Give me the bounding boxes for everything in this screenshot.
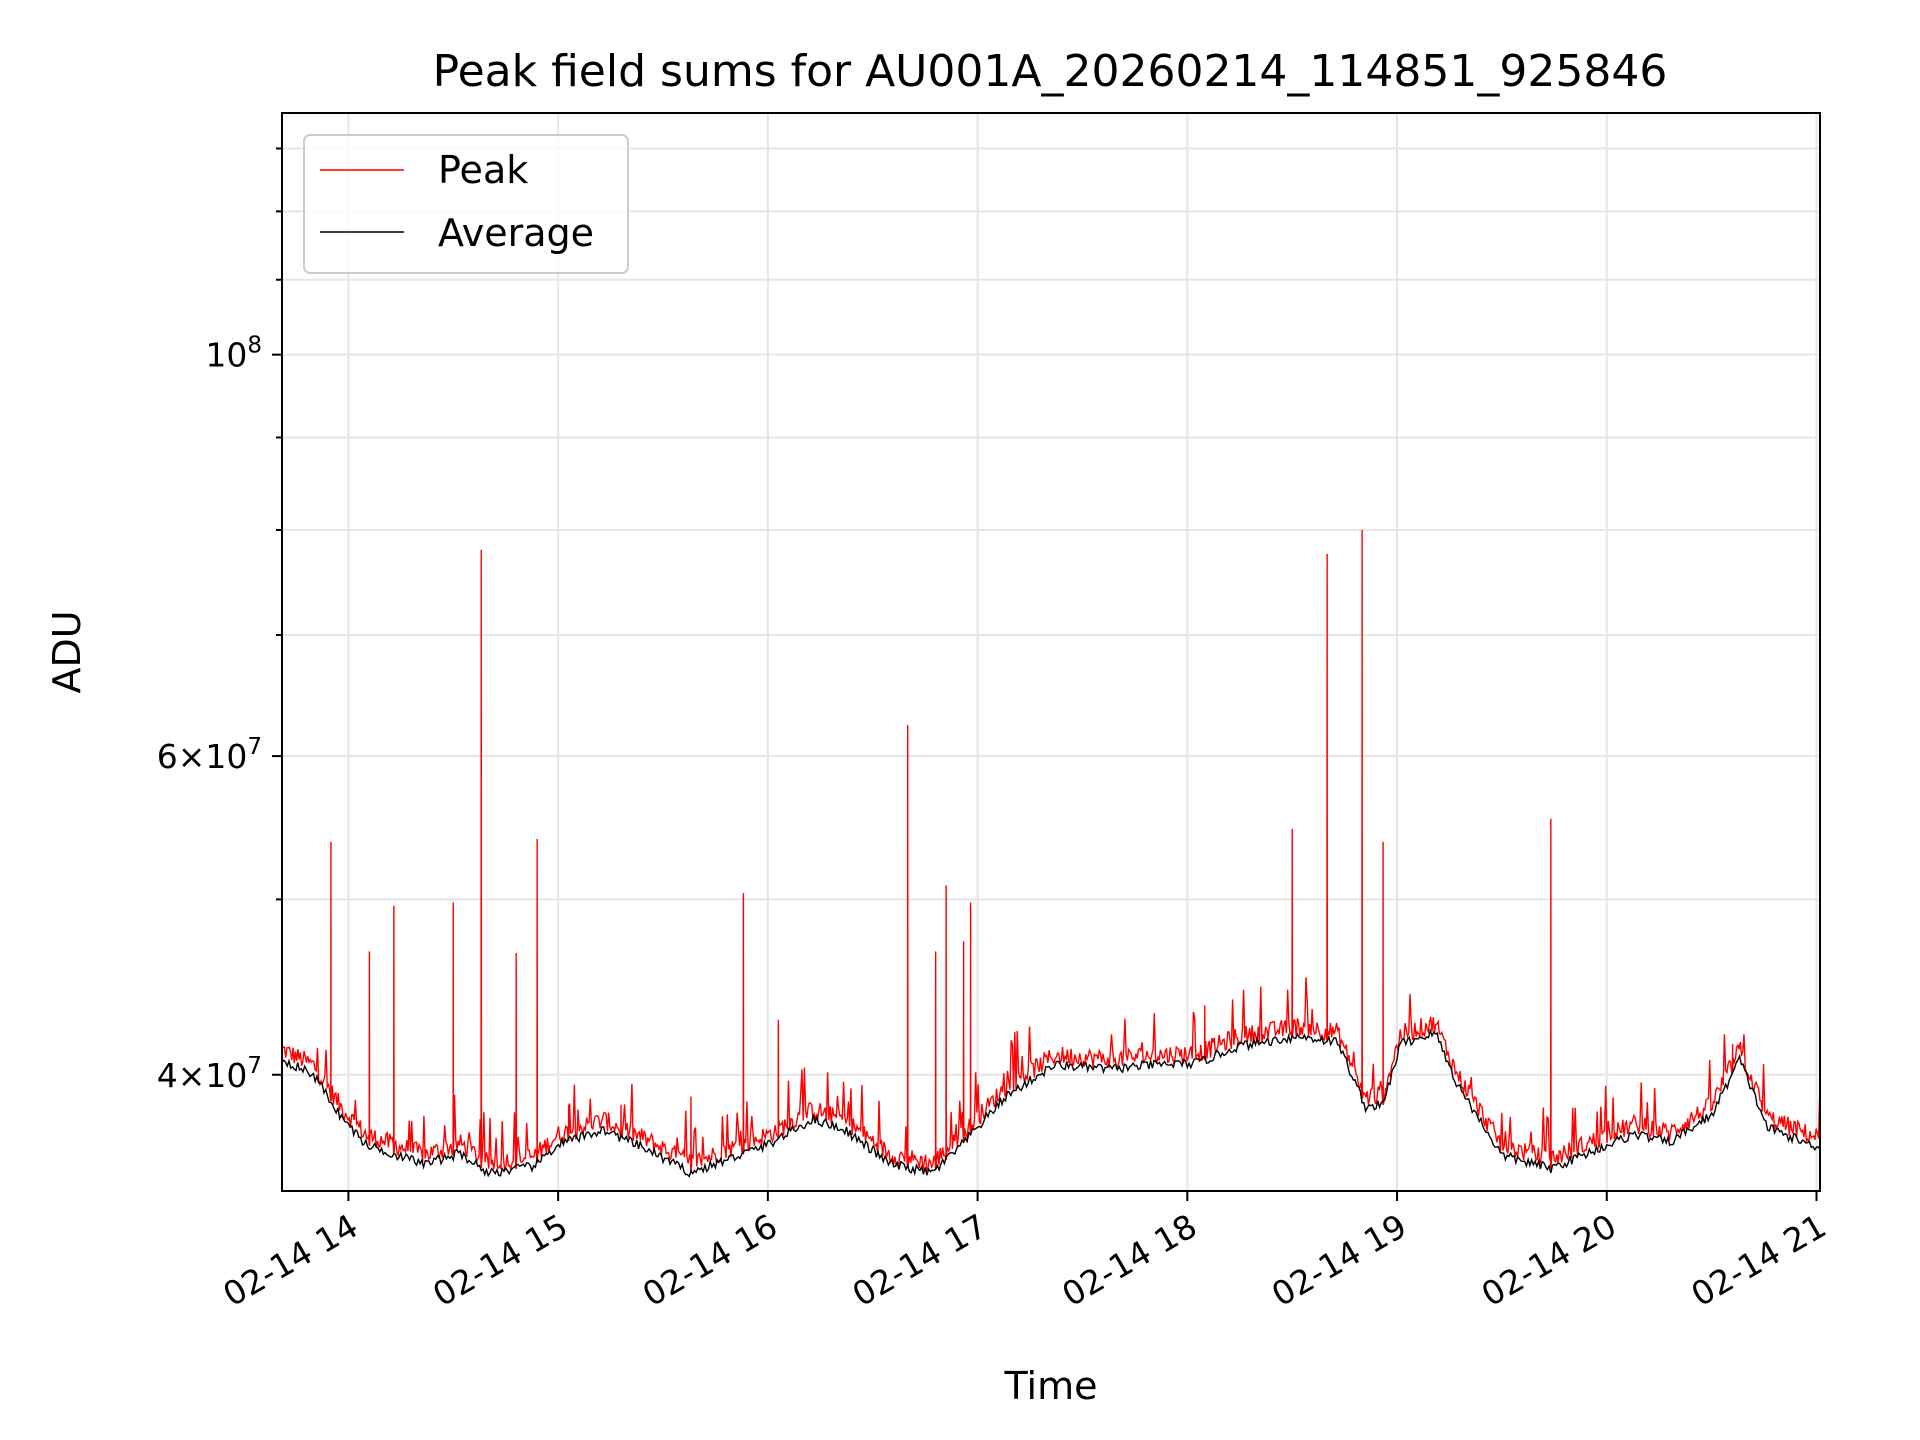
y-tick-label: 108 [205, 333, 262, 375]
legend: Peak Average [303, 134, 629, 274]
y-tick-label: 4×107 [157, 1053, 262, 1095]
x-tick-label: 02-14 17 [846, 1206, 994, 1314]
y-axis: 4×107 6×107 108 [157, 147, 282, 1095]
x-tick-label: 02-14 14 [216, 1206, 364, 1314]
x-tick-label: 02-14 18 [1055, 1206, 1203, 1314]
legend-label-average: Average [438, 211, 594, 255]
x-tick-label: 02-14 16 [636, 1206, 784, 1314]
x-tick-label: 02-14 19 [1265, 1206, 1413, 1314]
x-axis: 02-14 14 02-14 15 02-14 16 02-14 17 02-14 18… [216, 1191, 1833, 1314]
plot-area [282, 530, 1820, 1178]
x-tick-label: 02-14 21 [1685, 1206, 1833, 1314]
y-axis-label: ADU [45, 610, 89, 693]
x-axis-label: Time [1004, 1364, 1098, 1408]
x-tick-label: 02-14 15 [426, 1206, 574, 1314]
grid-lines [282, 113, 1820, 1191]
x-tick-label: 02-14 20 [1475, 1206, 1623, 1314]
plot-frame [281, 112, 1821, 1192]
y-tick-label: 6×107 [157, 734, 262, 776]
legend-label-peak: Peak [438, 148, 528, 192]
series-line-average [282, 1027, 1820, 1178]
series-line-peak [282, 530, 1820, 1174]
chart-title: Peak field sums for AU001A_20260214_1148… [433, 46, 1668, 97]
